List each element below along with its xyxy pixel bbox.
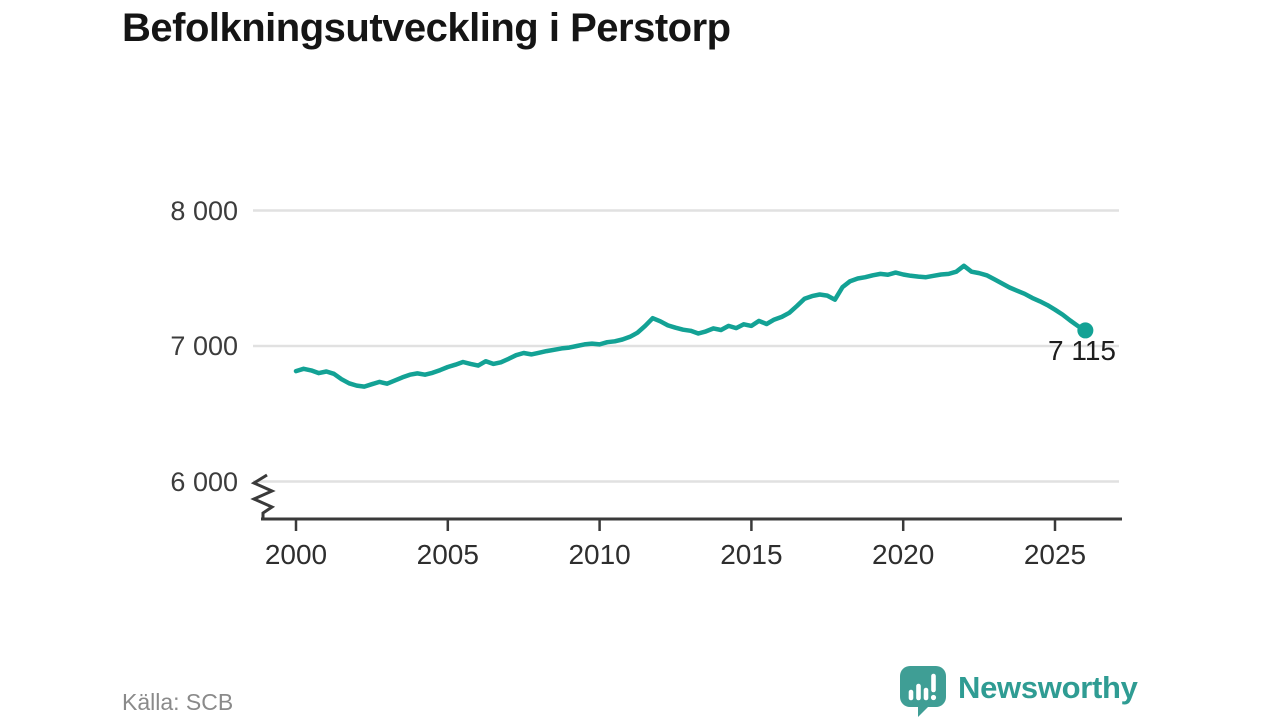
end-point-dot (1077, 322, 1094, 339)
newsworthy-wordmark: Newsworthy (958, 670, 1138, 705)
newsworthy-logo: Newsworthy (899, 665, 1138, 717)
chart-title: Befolkningsutveckling i Perstorp (122, 6, 731, 50)
x-axis (250, 473, 1122, 531)
x-tick-label: 2020 (872, 539, 935, 570)
x-tick-label: 2025 (1023, 539, 1087, 570)
y-tick-label: 8 000 (170, 195, 238, 226)
y-tick-label: 7 000 (170, 331, 238, 361)
x-tick-label: 2010 (568, 539, 631, 570)
newsworthy-logo-icon (900, 666, 946, 717)
gridlines (253, 209, 1119, 483)
axis-break-icon (250, 473, 276, 518)
x-tick-label: 2005 (416, 539, 479, 570)
end-value-label: 7 115 (1048, 335, 1116, 366)
source-label: Källa: SCB (122, 689, 234, 715)
x-axis-tick-marks (294, 520, 1057, 531)
x-tick-label: 2000 (264, 539, 328, 570)
population-line (293, 263, 1088, 389)
x-tick-label: 2015 (720, 539, 783, 570)
y-tick-label: 6 000 (170, 466, 238, 497)
